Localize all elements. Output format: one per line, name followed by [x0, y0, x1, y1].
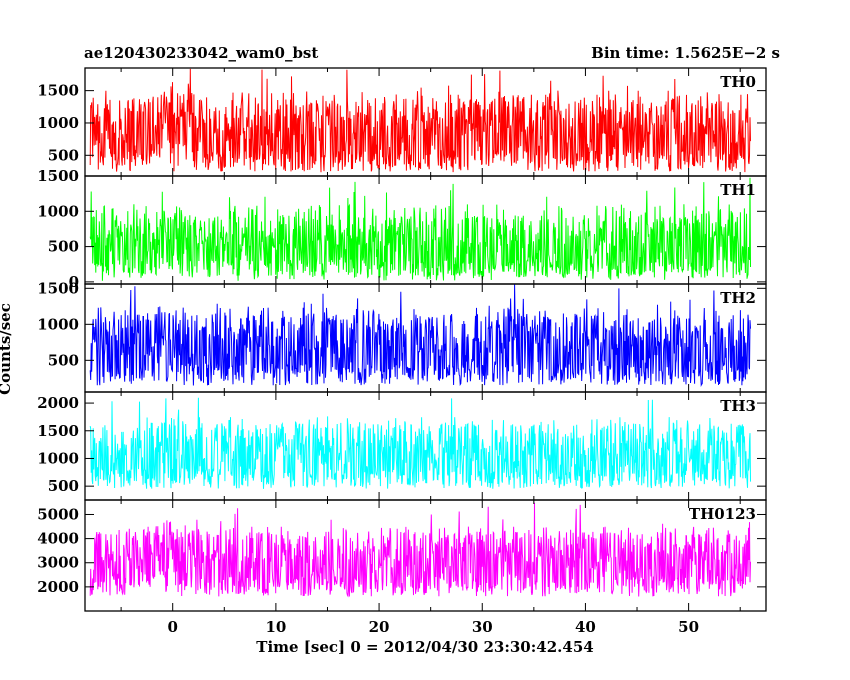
- panel-frame-th0123: [84, 499, 767, 612]
- x-tick-label-30: 30: [472, 618, 493, 636]
- x-tick-label-0: 0: [167, 618, 177, 636]
- y-axis-label: Counts/sec: [0, 303, 14, 395]
- y-tick-label-th0-1000: 1000: [37, 114, 79, 132]
- x-tick-label-20: 20: [369, 618, 390, 636]
- chart-object-title: ae120430233042_wam0_bst: [84, 44, 319, 62]
- x-tick-label-50: 50: [678, 618, 699, 636]
- y-tick-label-th2-1000: 1000: [37, 315, 79, 333]
- panel-label-th1: TH1: [720, 181, 756, 199]
- series-th0-line: [89, 68, 751, 173]
- x-tick-label-10: 10: [265, 618, 286, 636]
- x-axis-label-wrap: Time [sec] 0 = 2012/04/30 23:30:42.454: [0, 638, 850, 656]
- y-tick-label-th3-500: 500: [48, 477, 79, 495]
- y-tick-label-th0123-5000: 5000: [37, 505, 79, 523]
- panel-label-th3: TH3: [720, 397, 756, 415]
- y-tick-label-th3-1500: 1500: [37, 422, 79, 440]
- y-tick-label-th0123-4000: 4000: [37, 530, 79, 548]
- y-tick-label-th1-0: 0: [69, 273, 79, 291]
- series-th0123-line: [89, 502, 751, 598]
- y-tick-label-th1-1500: 1500: [37, 167, 79, 185]
- y-tick-label-th2-500: 500: [48, 351, 79, 369]
- y-tick-label-th0123-2000: 2000: [37, 578, 79, 596]
- series-th2-line: [89, 284, 751, 388]
- y-tick-label-th3-2000: 2000: [37, 394, 79, 412]
- x-axis-label: Time [sec] 0 = 2012/04/30 23:30:42.454: [256, 638, 594, 656]
- bin-time-label: Bin time: 1.5625E−2 s: [591, 44, 780, 62]
- series-th3-line: [89, 397, 751, 489]
- y-tick-label-th1-1000: 1000: [37, 202, 79, 220]
- panel-label-th0: TH0: [720, 73, 756, 91]
- y-tick-label-th3-1000: 1000: [37, 449, 79, 467]
- y-tick-label-th2-1500: 1500: [37, 279, 79, 297]
- y-tick-label-th1-500: 500: [48, 238, 79, 256]
- series-th1-line: [89, 177, 751, 281]
- panel-label-th2: TH2: [720, 289, 756, 307]
- y-axis-label-wrap: Counts/sec: [0, 303, 25, 395]
- x-tick-label-40: 40: [575, 618, 596, 636]
- panel-label-th0123: TH0123: [689, 505, 756, 523]
- y-tick-label-th0-500: 500: [48, 146, 79, 164]
- y-tick-label-th0-1500: 1500: [37, 82, 79, 100]
- y-tick-label-th0123-3000: 3000: [37, 554, 79, 572]
